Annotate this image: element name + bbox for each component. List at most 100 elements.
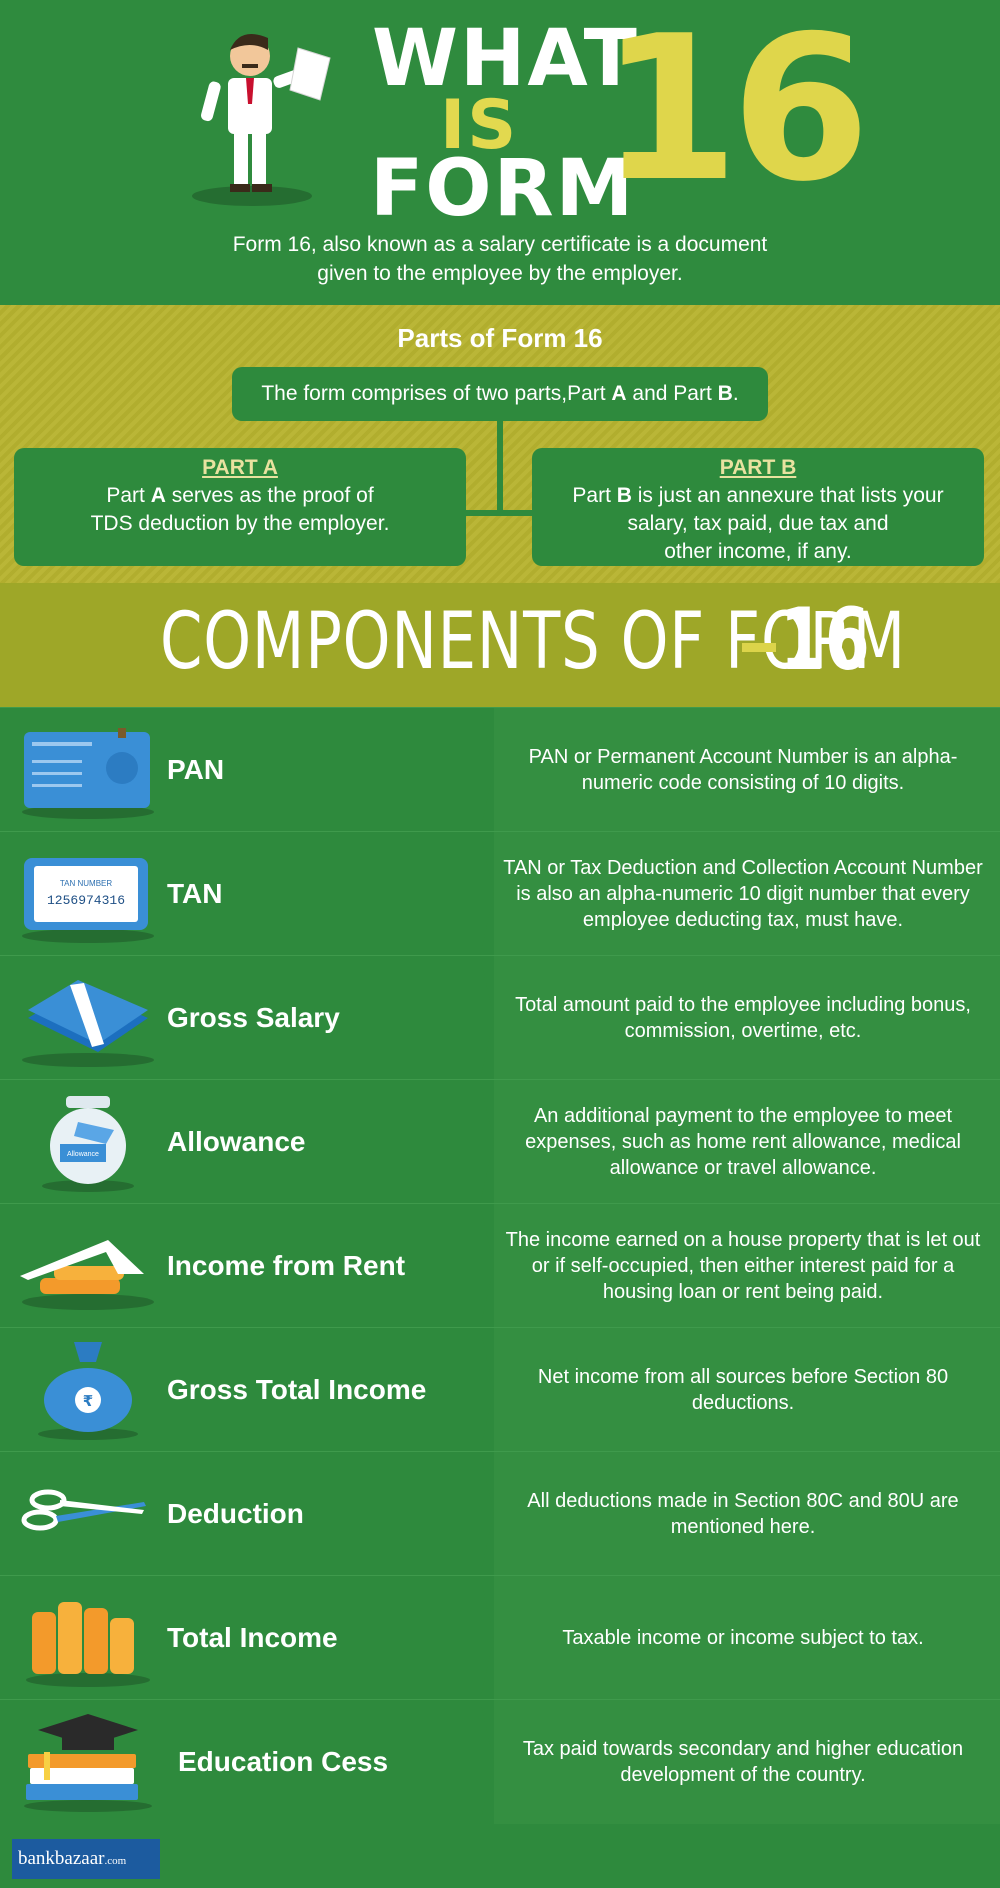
- title-is: IS: [440, 86, 519, 165]
- tan-tablet-icon: TAN NUMBER 1256974316: [22, 858, 154, 943]
- row-right-panel: [494, 1080, 1000, 1204]
- house-coins-icon: [20, 1240, 154, 1310]
- row-right-panel: [494, 1204, 1000, 1328]
- row-description: Taxable income or income subject to tax.: [562, 1627, 924, 1649]
- components-heading-dash: [742, 643, 776, 652]
- row-label: Gross Total Income: [167, 1374, 427, 1405]
- components-heading-band: COMPONENTS OF FORM 16: [0, 583, 1000, 707]
- component-row: Income from Rent The income earned on a …: [0, 1203, 1000, 1328]
- summary-text: The form comprises of two parts,Part: [261, 382, 612, 405]
- pan-card-icon: [22, 728, 154, 819]
- summary-part-b: B: [717, 382, 733, 405]
- row-description: PAN or Permanent Account Number is an al…: [528, 746, 958, 794]
- component-row: PAN PAN or Permanent Account Number is a…: [0, 707, 1000, 832]
- part-a-box: PART A Part A serves as the proof of TDS…: [14, 448, 466, 566]
- scissors-icon: [21, 1489, 146, 1531]
- row-label: Gross Salary: [167, 1002, 340, 1033]
- part-a-line-2: TDS deduction by the employer.: [90, 512, 390, 535]
- intro-text: Form 16, also known as a salary certific…: [150, 230, 850, 288]
- cash-bundle-icon: [22, 980, 154, 1067]
- row-arrow: [480, 1328, 494, 1452]
- jar-icon: Allowance: [42, 1096, 134, 1192]
- component-row: ₹ Gross Total Income Net income from all…: [0, 1327, 1000, 1452]
- intro-line-2: given to the employee by the employer.: [317, 262, 683, 285]
- row-arrow: [480, 1576, 494, 1700]
- connector-vertical: [497, 421, 503, 516]
- part-b-line-2: salary, tax paid, due tax and: [627, 512, 889, 535]
- row-label: Education Cess: [178, 1746, 389, 1777]
- part-b-heading: PART B: [719, 456, 797, 479]
- part-b-text-post: is just an annexure that lists your: [631, 484, 944, 507]
- parts-section: Parts of Form 16 The form comprises of t…: [0, 305, 1000, 583]
- part-a-line-1: Part A serves as the proof of: [14, 482, 466, 510]
- brand-name: bankbazaar: [18, 1848, 105, 1869]
- part-b-line-3: other income, if any.: [664, 540, 852, 563]
- row-description: All deductions made in Section 80C and 8…: [527, 1490, 959, 1538]
- row-right-panel: [494, 1328, 1000, 1452]
- row-arrow: [480, 832, 494, 956]
- component-row: Allowance Allowance An additional paymen…: [0, 1079, 1000, 1204]
- row-description: Tax paid towards secondary and higher ed…: [522, 1738, 964, 1786]
- money-bag-icon: ₹: [38, 1342, 138, 1440]
- footer: bankbazaar.com: [0, 1833, 1000, 1888]
- brand-logo[interactable]: bankbazaar.com: [12, 1839, 160, 1879]
- component-row: Education Cess Tax paid towards secondar…: [0, 1699, 1000, 1824]
- components-heading-number: 16: [780, 590, 870, 690]
- row-arrow: [480, 1080, 494, 1204]
- component-row: Deduction All deductions made in Section…: [0, 1451, 1000, 1576]
- row-description: Net income from all sources before Secti…: [537, 1366, 949, 1414]
- row-right-panel: [494, 708, 1000, 832]
- component-row: TAN NUMBER 1256974316 TAN TAN or Tax Ded…: [0, 831, 1000, 956]
- row-right-panel: [494, 1452, 1000, 1576]
- part-b-text: Part: [572, 484, 617, 507]
- row-label: Total Income: [167, 1622, 338, 1653]
- row-label: Deduction: [167, 1498, 304, 1529]
- row-arrow: [480, 956, 494, 1080]
- components-heading: COMPONENTS OF FORM: [160, 597, 906, 687]
- row-label: TAN: [167, 878, 223, 909]
- row-label: Allowance: [167, 1126, 306, 1157]
- part-b-letter: B: [616, 484, 632, 507]
- component-row: Total Income Taxable income or income su…: [0, 1575, 1000, 1700]
- man-holding-paper-icon: [192, 34, 331, 206]
- row-arrow: [480, 1452, 494, 1576]
- brand-suffix: .com: [104, 1855, 127, 1867]
- part-a-text: Part: [106, 484, 151, 507]
- row-right-panel: [494, 1700, 1000, 1824]
- tan-number-title: TAN NUMBER: [60, 879, 113, 888]
- coin-stacks-icon: [26, 1602, 150, 1687]
- row-description: TAN or Tax Deduction and Collection Acco…: [503, 857, 983, 931]
- rupee-symbol: ₹: [83, 1392, 93, 1410]
- summary-part-a: A: [611, 382, 627, 405]
- part-a-letter: A: [150, 484, 166, 507]
- part-b-box: PART B Part B is just an annexure that l…: [532, 448, 984, 566]
- row-right-panel: [494, 1576, 1000, 1700]
- component-row: Gross Salary Total amount paid to the em…: [0, 955, 1000, 1080]
- row-description: The income earned on a house property th…: [505, 1229, 981, 1303]
- connector-horizontal: [466, 510, 532, 516]
- parts-title: Parts of Form 16: [397, 323, 603, 353]
- row-description: An additional payment to the employee to…: [525, 1105, 961, 1179]
- row-arrow: [480, 1700, 494, 1824]
- part-b-line-1: Part B is just an annexure that lists yo…: [532, 482, 984, 510]
- part-a-text-post: serves as the proof of: [165, 484, 374, 507]
- title-form: FORM: [370, 144, 636, 234]
- books-cap-icon: [24, 1714, 152, 1812]
- row-right-panel: [494, 832, 1000, 956]
- title-what: WHAT: [372, 14, 639, 104]
- parts-summary: The form comprises of two parts,Part A a…: [232, 367, 768, 421]
- row-right-panel: [494, 956, 1000, 1080]
- intro-line-1: Form 16, also known as a salary certific…: [232, 233, 768, 256]
- header: WHAT IS FORM 16 Form 16, also known as a…: [0, 0, 1000, 305]
- row-arrow: [480, 708, 494, 832]
- summary-text-mid: and Part: [626, 382, 718, 405]
- title-number: 16: [600, 0, 870, 226]
- summary-text-end: .: [732, 382, 739, 405]
- tan-number-value: 1256974316: [47, 893, 125, 908]
- row-arrow: [480, 1204, 494, 1328]
- allowance-jar-label: Allowance: [67, 1151, 99, 1158]
- part-a-heading: PART A: [202, 456, 278, 479]
- row-label: Income from Rent: [167, 1250, 406, 1281]
- row-description: Total amount paid to the employee includ…: [515, 994, 971, 1042]
- row-label: PAN: [167, 754, 225, 785]
